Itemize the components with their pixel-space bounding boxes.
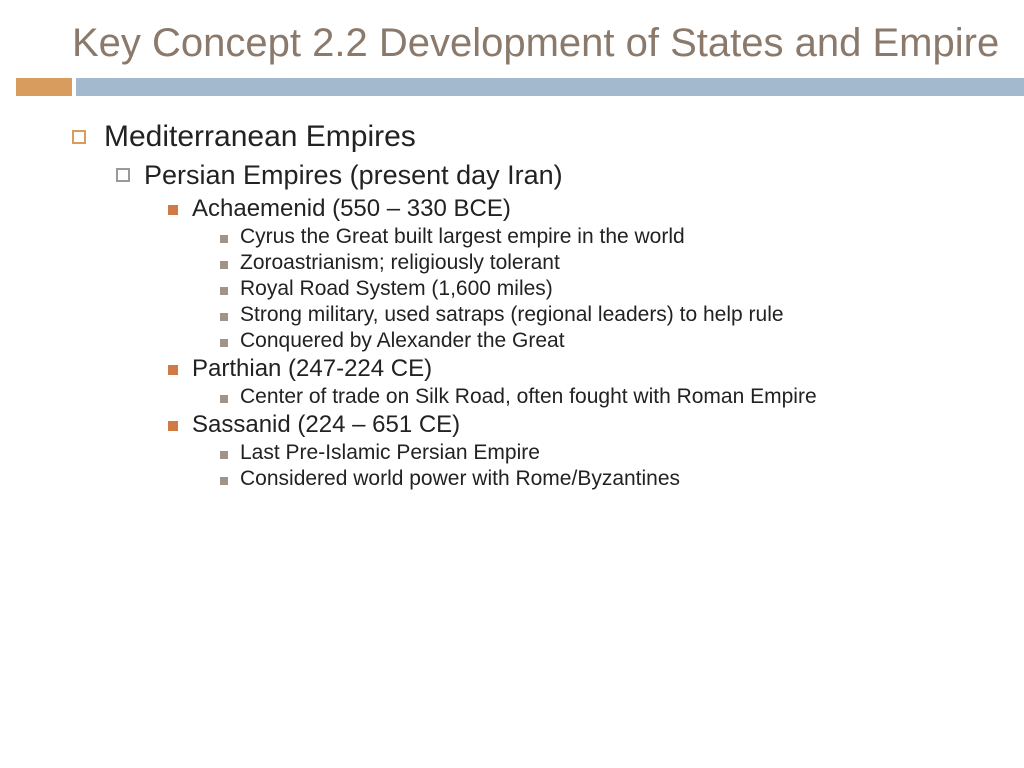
lvl3-text: Achaemenid (550 – 330 BCE) — [192, 195, 511, 223]
lvl4-text: Cyrus the Great built largest empire in … — [240, 225, 685, 249]
square-bullet-icon — [220, 395, 228, 403]
square-bullet-icon — [220, 339, 228, 347]
square-bullet-icon — [220, 287, 228, 295]
square-bullet-icon — [220, 235, 228, 243]
list-item: Mediterranean Empires — [72, 120, 984, 154]
lvl4-text: Last Pre-Islamic Persian Empire — [240, 441, 540, 465]
list-item: Parthian (247-224 CE) — [168, 355, 984, 383]
list-item: Cyrus the Great built largest empire in … — [220, 225, 984, 249]
square-bullet-icon — [220, 313, 228, 321]
divider-accent-blue — [76, 78, 1024, 96]
lvl4-text: Strong military, used satraps (regional … — [240, 303, 784, 327]
lvl3-text: Sassanid (224 – 651 CE) — [192, 411, 460, 439]
list-item: Considered world power with Rome/Byzanti… — [220, 467, 984, 491]
list-item: Sassanid (224 – 651 CE) — [168, 411, 984, 439]
list-item: Last Pre-Islamic Persian Empire — [220, 441, 984, 465]
slide-title: Key Concept 2.2 Development of States an… — [72, 20, 1024, 66]
lvl4-text: Considered world power with Rome/Byzanti… — [240, 467, 680, 491]
lvl4-text: Zoroastrianism; religiously tolerant — [240, 251, 560, 275]
square-outline-bullet-icon — [72, 130, 86, 144]
list-item: Persian Empires (present day Iran) — [116, 160, 984, 191]
title-area: Key Concept 2.2 Development of States an… — [0, 0, 1024, 66]
list-item: Strong military, used satraps (regional … — [220, 303, 984, 327]
square-bullet-icon — [168, 205, 178, 215]
square-bullet-icon — [220, 451, 228, 459]
list-item: Conquered by Alexander the Great — [220, 329, 984, 353]
divider-accent-orange — [16, 78, 72, 96]
square-bullet-icon — [220, 477, 228, 485]
divider — [0, 78, 1024, 96]
square-bullet-icon — [168, 365, 178, 375]
list-item: Zoroastrianism; religiously tolerant — [220, 251, 984, 275]
lvl4-text: Conquered by Alexander the Great — [240, 329, 565, 353]
square-bullet-icon — [168, 421, 178, 431]
square-outline-bullet-icon — [116, 168, 130, 182]
square-bullet-icon — [220, 261, 228, 269]
lvl4-text: Royal Road System (1,600 miles) — [240, 277, 553, 301]
lvl1-text: Mediterranean Empires — [104, 120, 416, 154]
slide-body: Mediterranean Empires Persian Empires (p… — [0, 96, 1024, 491]
list-item: Achaemenid (550 – 330 BCE) — [168, 195, 984, 223]
lvl4-text: Center of trade on Silk Road, often foug… — [240, 385, 817, 409]
list-item: Royal Road System (1,600 miles) — [220, 277, 984, 301]
list-item: Center of trade on Silk Road, often foug… — [220, 385, 984, 409]
lvl3-text: Parthian (247-224 CE) — [192, 355, 432, 383]
lvl2-text: Persian Empires (present day Iran) — [144, 160, 563, 191]
